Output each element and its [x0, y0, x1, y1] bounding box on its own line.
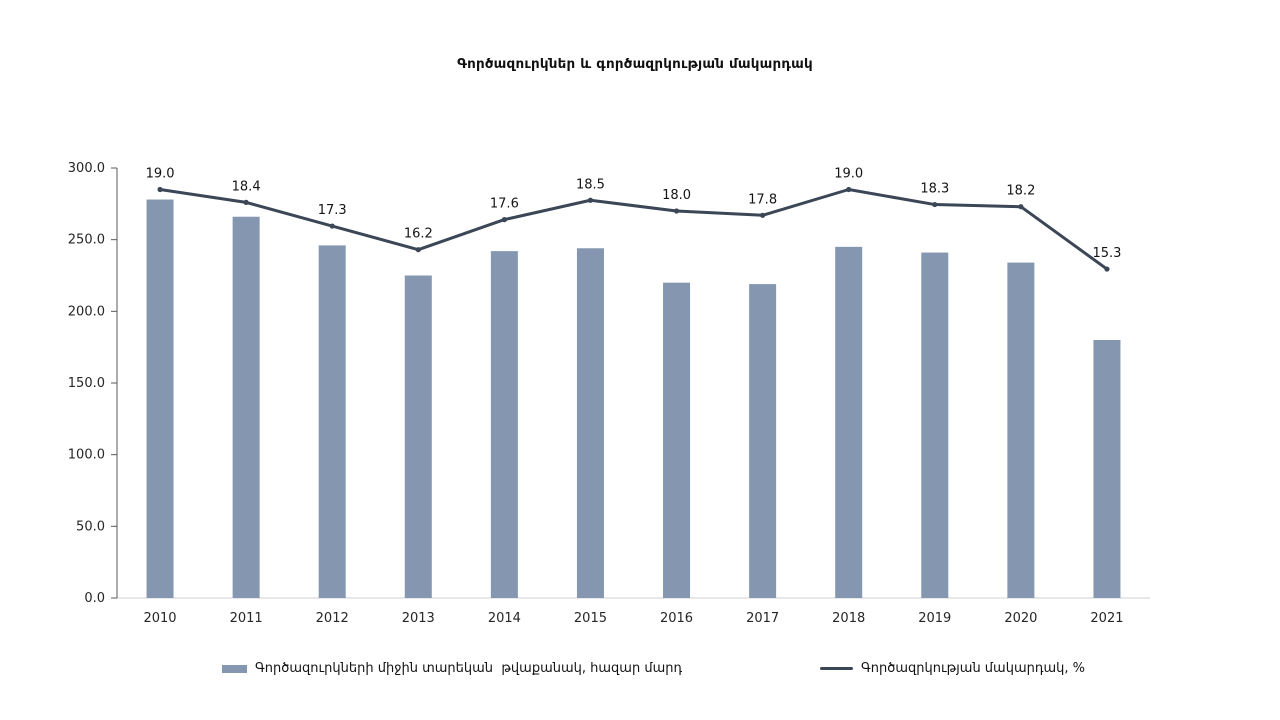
x-axis-label-2017: 2017: [746, 611, 779, 626]
rate-data-label-2011: 18.4: [232, 179, 261, 194]
bar-2021: [1093, 340, 1121, 598]
rate-data-label-2021: 15.3: [1092, 246, 1121, 261]
y-axis-label: 50.0: [76, 519, 105, 534]
x-axis-label-2010: 2010: [143, 611, 176, 626]
rate-data-label-2013: 16.2: [404, 227, 433, 242]
legend-label-unemployment-rate: Գործազրկության մակարդակ, %: [861, 661, 1085, 676]
rate-point-2020: [1018, 204, 1024, 210]
y-axis-label: 200.0: [68, 304, 105, 319]
bar-2015: [576, 248, 604, 598]
rate-point-2019: [932, 201, 938, 208]
rate-point-2013: [415, 247, 421, 253]
bar-2017: [749, 284, 777, 598]
rate-point-2010: [157, 186, 163, 193]
rate-point-2011: [243, 199, 249, 205]
legend-label-unemployed-count: Գործազուրկների միջին տարեկան թվաքանակ, հ…: [255, 661, 683, 676]
rate-data-label-2015: 18.5: [576, 177, 605, 192]
y-axis-label: 300.0: [68, 161, 105, 176]
legend-item-unemployed-count: Գործազուրկների միջին տարեկան թվաքանակ, հ…: [222, 661, 682, 676]
rate-point-2012: [329, 223, 335, 229]
rate-data-label-2018: 19.0: [834, 167, 863, 182]
x-axis-label-2016: 2016: [660, 611, 693, 626]
rate-point-2017: [760, 212, 766, 218]
y-axis-label: 250.0: [68, 233, 105, 248]
bar-2016: [663, 282, 691, 598]
rate-data-label-2010: 19.0: [146, 167, 175, 182]
chart-title: Գործազուրկներ և գործազրկության մակարդակ: [457, 56, 813, 72]
rate-point-2018: [846, 186, 852, 193]
rate-point-2016: [673, 208, 680, 214]
rate-data-label-2020: 18.2: [1006, 184, 1035, 199]
x-axis-label-2018: 2018: [832, 611, 865, 626]
x-axis-label-2011: 2011: [230, 611, 263, 626]
x-axis-label-2019: 2019: [918, 611, 951, 626]
bar-2013: [404, 275, 432, 598]
y-axis-label: 0.0: [84, 591, 105, 606]
bar-2019: [921, 252, 949, 599]
y-axis-label: 150.0: [68, 376, 105, 391]
bar-2010: [146, 199, 174, 599]
x-axis-label-2012: 2012: [316, 611, 349, 626]
bar-series-swatch-icon: [222, 664, 247, 673]
rate-data-label-2019: 18.3: [920, 182, 949, 197]
x-axis-label-2015: 2015: [574, 611, 607, 626]
rate-data-label-2014: 17.6: [490, 197, 519, 212]
rate-point-2021: [1104, 266, 1110, 272]
bar-2011: [232, 216, 260, 598]
y-axis-label: 100.0: [68, 448, 105, 463]
rate-point-2014: [501, 217, 507, 223]
x-axis-label-2020: 2020: [1004, 611, 1037, 626]
rate-data-label-2012: 17.3: [318, 203, 347, 218]
bar-2014: [490, 251, 518, 598]
x-axis-label-2021: 2021: [1090, 611, 1123, 626]
bar-2018: [835, 246, 863, 599]
unemployment-rate-line: [158, 188, 1109, 271]
rate-data-label-2017: 17.8: [748, 192, 777, 207]
legend-item-unemployment-rate: Գործազրկության մակարդակ, %: [820, 661, 1085, 676]
bar-2012: [318, 245, 346, 598]
line-series-swatch-icon: [820, 667, 853, 670]
x-axis-label-2014: 2014: [488, 611, 521, 626]
x-axis-label-2013: 2013: [402, 611, 435, 626]
rate-point-2015: [587, 197, 594, 203]
bar-2020: [1007, 262, 1035, 598]
rate-data-label-2016: 18.0: [662, 188, 691, 203]
